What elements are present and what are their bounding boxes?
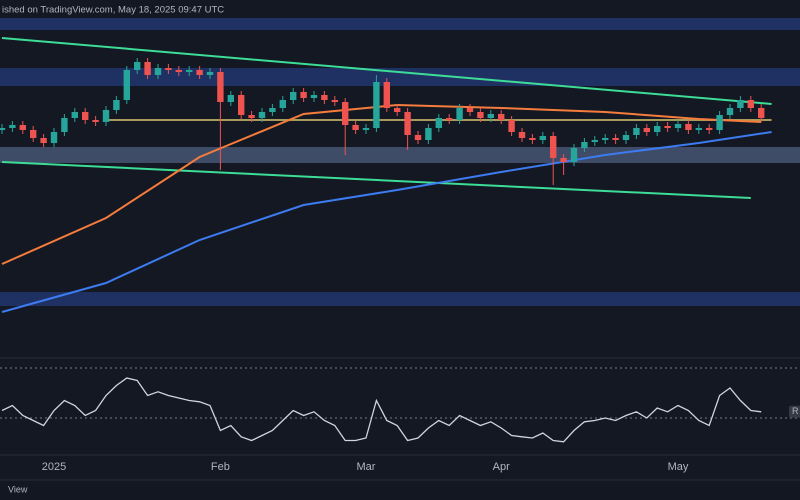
candle-body xyxy=(622,135,630,140)
zone-band xyxy=(0,68,800,86)
candle-body xyxy=(706,128,713,130)
candle-body xyxy=(456,108,463,120)
candle-body xyxy=(383,82,390,108)
candle-body xyxy=(633,128,640,135)
candle-body xyxy=(300,92,307,98)
rsi-label: R xyxy=(792,406,799,416)
candle-body xyxy=(581,142,588,148)
candle-body xyxy=(352,125,359,130)
x-tick-label: Mar xyxy=(357,461,376,473)
candle-body xyxy=(570,148,578,162)
candle-body xyxy=(508,120,515,132)
candle-body xyxy=(50,132,58,143)
candle-body xyxy=(258,112,266,118)
overlay-line xyxy=(1,161,751,199)
candle-body xyxy=(165,68,172,70)
header-text: ished on TradingView.com, May 18, 2025 0… xyxy=(2,5,224,16)
candle-body xyxy=(290,92,297,100)
candle-body xyxy=(206,72,214,75)
candle-body xyxy=(279,100,286,108)
candle-body xyxy=(758,108,765,118)
x-tick-label: May xyxy=(668,461,689,473)
candle-body xyxy=(123,70,130,100)
candle-body xyxy=(737,100,744,108)
candle-body xyxy=(248,115,255,118)
candle-body xyxy=(40,138,47,143)
candle-body xyxy=(664,126,671,128)
candle-body xyxy=(373,82,380,128)
candle-body xyxy=(321,95,328,100)
x-tick-label: Apr xyxy=(493,461,510,473)
overlay-line xyxy=(1,37,772,105)
candle-body xyxy=(113,100,120,110)
candle-body xyxy=(477,112,484,118)
candle-body xyxy=(71,112,78,118)
candle-body xyxy=(175,70,182,72)
candle-body xyxy=(560,158,567,162)
candle-body xyxy=(19,125,26,130)
candle-body xyxy=(342,102,349,125)
candle-body xyxy=(310,95,318,98)
candle-body xyxy=(466,108,474,112)
candle-body xyxy=(217,72,224,102)
zone-band xyxy=(0,292,800,306)
overlay-line xyxy=(1,131,772,313)
candle-body xyxy=(9,125,16,128)
candle-body xyxy=(487,114,494,118)
candle-body xyxy=(154,68,162,75)
x-tick-label: 2025 xyxy=(42,461,66,473)
candle-body xyxy=(30,130,37,138)
candle-body xyxy=(643,128,650,132)
candle-body xyxy=(61,118,68,132)
footer-bar xyxy=(0,480,800,500)
footer-text: View xyxy=(8,484,28,494)
candle-body xyxy=(674,124,682,128)
rsi-label-box xyxy=(789,405,800,418)
rsi-pane: R xyxy=(0,367,800,443)
candle-body xyxy=(414,135,422,140)
candle-body xyxy=(238,95,245,115)
candle-body xyxy=(529,138,536,140)
candle-body xyxy=(591,140,598,142)
candle-body xyxy=(82,112,89,120)
candle-body xyxy=(716,115,723,130)
candle-body xyxy=(196,70,203,75)
candle-body xyxy=(602,138,609,140)
candle-body xyxy=(695,128,702,130)
candle-body xyxy=(102,110,110,122)
candle-body xyxy=(404,112,411,135)
candle-body xyxy=(612,138,619,140)
candle-body xyxy=(92,120,99,122)
zone-band xyxy=(0,18,800,30)
candle-body xyxy=(227,95,234,102)
candle-body xyxy=(726,108,734,115)
candle-body xyxy=(498,114,505,120)
candle-body xyxy=(654,126,661,132)
candle-body xyxy=(269,108,276,112)
candle-body xyxy=(144,62,151,75)
rsi-line xyxy=(1,377,762,443)
candle-body xyxy=(362,128,370,130)
candle-body xyxy=(518,132,526,138)
candle-body xyxy=(331,100,338,102)
candle-body xyxy=(550,136,557,158)
candle-body xyxy=(446,118,453,120)
zone-band xyxy=(0,147,800,163)
candle-body xyxy=(747,100,754,108)
x-axis: 2025 Feb Mar Apr May xyxy=(42,461,689,473)
candle-body xyxy=(425,128,432,140)
price-pane xyxy=(0,18,800,313)
candle-body xyxy=(394,108,401,112)
candle-body xyxy=(685,124,692,130)
candle-body xyxy=(435,118,442,128)
candle-body xyxy=(0,128,6,130)
candle-body xyxy=(134,62,141,70)
candle-body xyxy=(186,70,193,72)
x-tick-label: Feb xyxy=(211,461,230,473)
candle-body xyxy=(539,136,546,140)
